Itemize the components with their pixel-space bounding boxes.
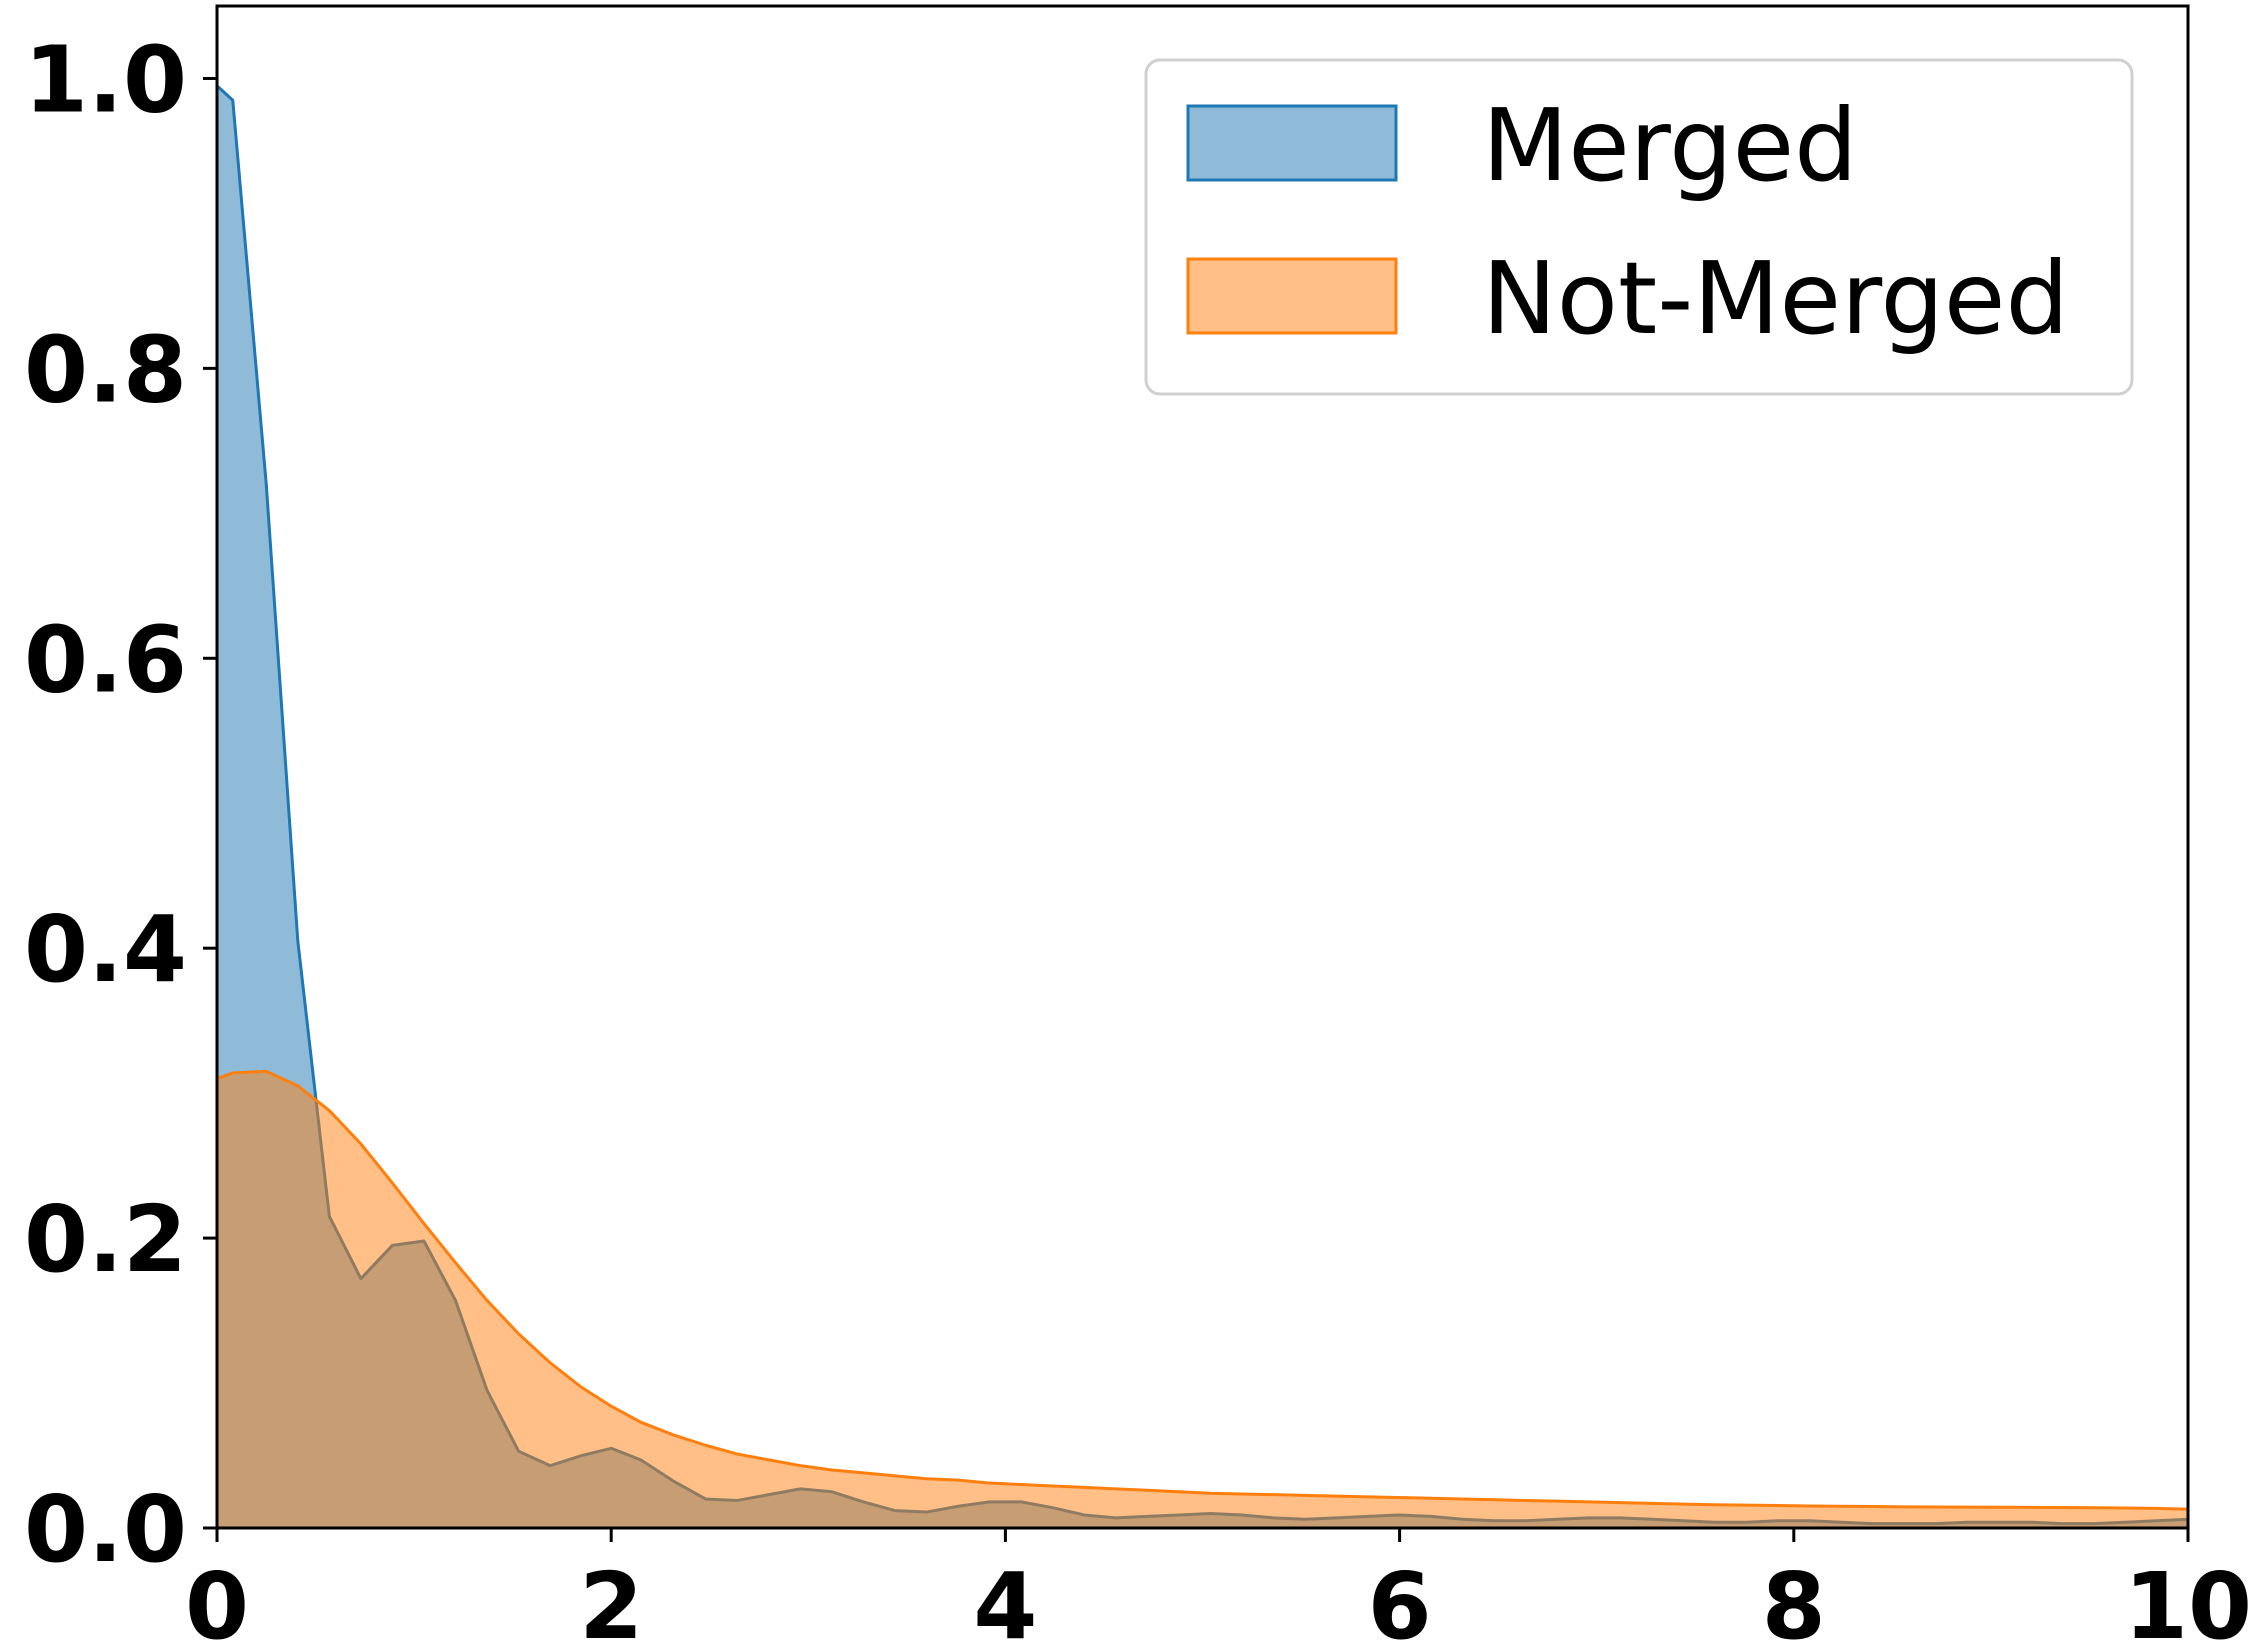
legend-label-not-merged: Not-Merged — [1482, 240, 2069, 357]
y-tick-label-5: 1.0 — [24, 26, 187, 133]
legend-swatch-not-merged — [1186, 257, 1398, 335]
x-tick-label-5: 10 — [2124, 1553, 2252, 1650]
x-tick-label-4: 8 — [1762, 1553, 1826, 1650]
x-tick-label-1: 2 — [579, 1553, 643, 1650]
series-line-not-merged — [216, 1069, 2189, 1511]
y-tick-label-1: 0.2 — [24, 1186, 187, 1293]
legend-swatch-merged — [1186, 104, 1398, 182]
legend-label-merged: Merged — [1482, 87, 1858, 204]
x-tick-label-0: 0 — [185, 1553, 249, 1650]
series-layer — [215, 84, 2189, 1529]
series-area-not-merged — [217, 1071, 2188, 1528]
x-tick-label-3: 6 — [1368, 1553, 1432, 1650]
y-tick-label-2: 0.4 — [24, 896, 187, 1003]
y-tick-label-0: 0.0 — [24, 1476, 187, 1583]
y-tick-label-3: 0.6 — [24, 606, 187, 713]
axes-layer: 0 2 4 6 8 10 0.0 0.2 0.4 0.6 0.8 1.0 — [24, 4, 2252, 1650]
x-tick-label-2: 4 — [973, 1553, 1037, 1650]
plot-frame — [215, 4, 2190, 1530]
y-tick-label-4: 0.8 — [24, 316, 187, 423]
legend: Merged Not-Merged — [1144, 58, 2134, 396]
